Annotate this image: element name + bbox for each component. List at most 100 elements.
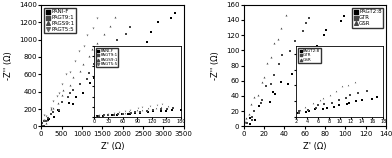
Point xyxy=(243,121,249,123)
Point xyxy=(244,122,250,124)
Point xyxy=(41,114,47,117)
Point xyxy=(84,78,90,80)
Point xyxy=(41,120,47,122)
Point xyxy=(252,118,258,121)
Point xyxy=(102,67,108,70)
Point xyxy=(55,102,61,105)
Y-axis label: -Z'' (Ω): -Z'' (Ω) xyxy=(211,51,220,80)
Point xyxy=(45,118,52,121)
Point xyxy=(243,117,250,119)
Point xyxy=(43,121,49,124)
Point xyxy=(67,71,74,73)
Point xyxy=(130,47,136,50)
Point xyxy=(256,105,262,108)
Point xyxy=(80,63,86,65)
Point xyxy=(75,50,82,53)
Point xyxy=(96,57,102,59)
Point xyxy=(84,33,90,36)
Point xyxy=(70,102,76,105)
Point xyxy=(238,125,244,128)
Point xyxy=(143,41,150,43)
Point xyxy=(76,69,83,72)
Point xyxy=(72,59,78,62)
Legend: PANI-F, PAGT9:1, PAGS9:1, PAGT5:5: PANI-F, PAGT9:1, PAGS9:1, PAGT5:5 xyxy=(44,8,76,33)
Point xyxy=(321,34,327,36)
Point xyxy=(263,85,269,87)
Point xyxy=(37,122,44,125)
Point xyxy=(90,27,96,29)
Point xyxy=(303,22,309,25)
Point xyxy=(279,54,285,56)
Point xyxy=(278,26,284,29)
Point xyxy=(102,52,108,54)
Point xyxy=(109,46,115,48)
Point xyxy=(287,50,294,52)
Point xyxy=(270,91,276,93)
Point xyxy=(91,63,97,66)
Point xyxy=(86,71,93,74)
Point xyxy=(268,55,274,58)
Point xyxy=(338,19,344,22)
Point xyxy=(56,109,62,111)
Point xyxy=(259,98,265,101)
Point xyxy=(172,11,179,14)
Point xyxy=(297,54,303,56)
Point xyxy=(94,17,100,19)
Point xyxy=(267,101,273,103)
Point xyxy=(258,102,264,105)
Point xyxy=(155,21,162,23)
Point xyxy=(341,15,347,18)
Point xyxy=(299,29,306,32)
Point xyxy=(39,124,45,126)
Point xyxy=(314,44,320,47)
Point xyxy=(69,89,76,91)
Point xyxy=(274,37,281,40)
Point xyxy=(59,101,65,103)
Point xyxy=(240,118,247,121)
Point xyxy=(168,17,174,20)
Point xyxy=(80,44,87,47)
Point xyxy=(45,118,51,121)
Point xyxy=(41,126,47,129)
Point xyxy=(40,119,47,122)
Point xyxy=(58,94,65,97)
Point xyxy=(38,125,45,127)
Point xyxy=(49,100,56,103)
Point xyxy=(55,109,61,112)
Point xyxy=(50,110,56,113)
Point xyxy=(43,115,49,118)
Point xyxy=(238,119,245,122)
Point xyxy=(270,42,277,44)
Point xyxy=(247,123,253,126)
Point xyxy=(118,56,125,58)
Point xyxy=(44,119,50,122)
Point xyxy=(250,110,257,112)
Point xyxy=(126,52,132,55)
Point xyxy=(60,89,67,92)
Point xyxy=(283,14,289,17)
Point xyxy=(73,95,79,98)
Point xyxy=(98,75,104,77)
Point xyxy=(251,96,257,99)
Point xyxy=(323,29,329,32)
X-axis label: Z' (Ω): Z' (Ω) xyxy=(303,142,327,151)
Point xyxy=(48,112,54,115)
Point xyxy=(249,115,255,118)
Point xyxy=(246,112,252,115)
Point xyxy=(47,107,54,110)
Point xyxy=(94,42,101,44)
Point xyxy=(100,33,107,36)
Point xyxy=(127,26,134,28)
Point xyxy=(89,48,95,50)
Point xyxy=(114,39,120,41)
Point xyxy=(276,62,282,65)
Point xyxy=(45,116,51,118)
Point xyxy=(51,115,57,118)
Point xyxy=(43,120,49,123)
Point xyxy=(37,127,44,130)
Point xyxy=(258,81,265,83)
Point xyxy=(306,17,312,19)
Point xyxy=(278,81,284,84)
Point xyxy=(112,63,118,66)
Point xyxy=(148,31,154,33)
